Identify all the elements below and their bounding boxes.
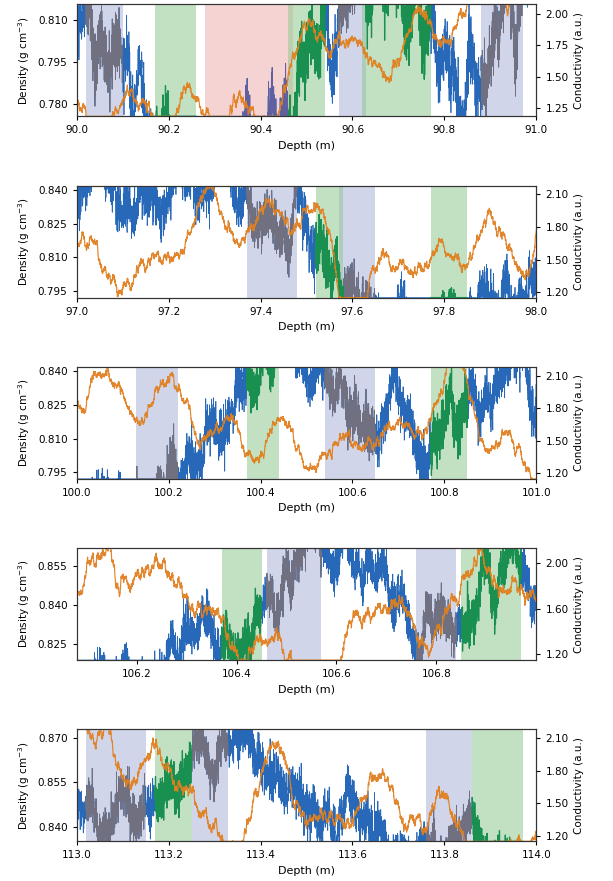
Bar: [416, 548, 457, 660]
Bar: [316, 186, 343, 298]
Bar: [205, 4, 293, 116]
Bar: [426, 729, 472, 841]
Y-axis label: Density (g cm$^{-3}$): Density (g cm$^{-3}$): [17, 16, 32, 105]
Bar: [86, 4, 123, 116]
Bar: [430, 366, 467, 479]
Bar: [267, 548, 321, 660]
Y-axis label: Density (g cm$^{-3}$): Density (g cm$^{-3}$): [17, 197, 32, 286]
Bar: [288, 4, 325, 116]
Bar: [155, 4, 196, 116]
Y-axis label: Density (g cm$^{-3}$): Density (g cm$^{-3}$): [17, 379, 32, 467]
Bar: [136, 366, 178, 479]
Y-axis label: Conductivity (a.u.): Conductivity (a.u.): [574, 193, 584, 290]
Bar: [86, 729, 146, 841]
X-axis label: Depth (m): Depth (m): [278, 503, 335, 514]
Bar: [481, 4, 522, 116]
Y-axis label: Density (g cm$^{-3}$): Density (g cm$^{-3}$): [17, 741, 32, 830]
Bar: [338, 186, 376, 298]
Bar: [472, 729, 523, 841]
Bar: [221, 548, 262, 660]
Y-axis label: Conductivity (a.u.): Conductivity (a.u.): [574, 374, 584, 471]
X-axis label: Depth (m): Depth (m): [278, 141, 335, 151]
Y-axis label: Conductivity (a.u.): Conductivity (a.u.): [574, 12, 584, 108]
Bar: [155, 729, 192, 841]
Bar: [247, 186, 297, 298]
Bar: [338, 4, 366, 116]
X-axis label: Depth (m): Depth (m): [278, 322, 335, 332]
X-axis label: Depth (m): Depth (m): [278, 685, 335, 695]
Y-axis label: Conductivity (a.u.): Conductivity (a.u.): [574, 737, 584, 833]
Bar: [325, 366, 375, 479]
Bar: [191, 729, 228, 841]
Bar: [430, 186, 467, 298]
Bar: [247, 366, 279, 479]
Bar: [362, 4, 431, 116]
Y-axis label: Density (g cm$^{-3}$): Density (g cm$^{-3}$): [17, 559, 32, 648]
Bar: [462, 548, 522, 660]
Y-axis label: Conductivity (a.u.): Conductivity (a.u.): [574, 556, 584, 653]
X-axis label: Depth (m): Depth (m): [278, 866, 335, 876]
